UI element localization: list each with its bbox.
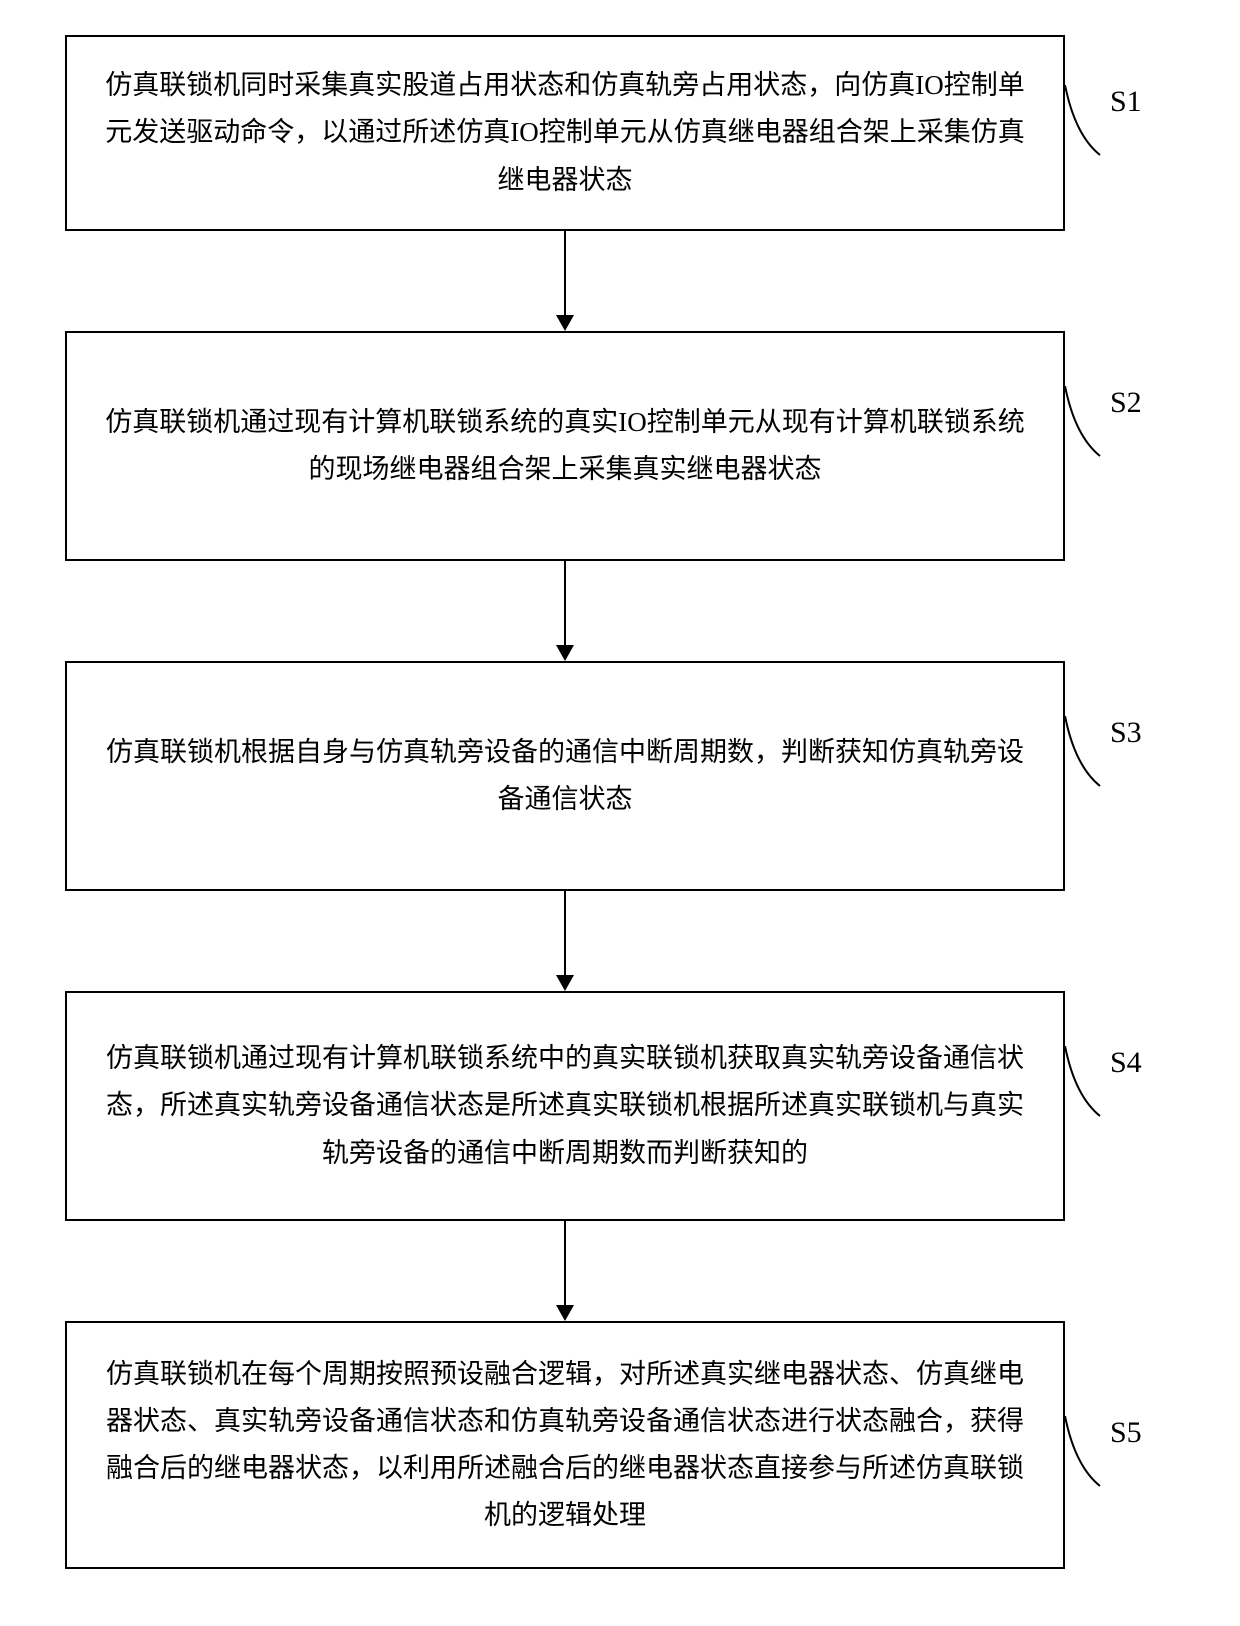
flowchart-container: 仿真联锁机同时采集真实股道占用状态和仿真轨旁占用状态，向仿真IO控制单元发送驱动… <box>65 35 1065 1569</box>
step-text-s4: 仿真联锁机通过现有计算机联锁系统中的真实联锁机获取真实轨旁设备通信状态，所述真实… <box>97 1035 1033 1177</box>
step-label-s2: S2 <box>1110 386 1142 420</box>
step-box-s1: 仿真联锁机同时采集真实股道占用状态和仿真轨旁占用状态，向仿真IO控制单元发送驱动… <box>65 35 1065 231</box>
step-box-s4: 仿真联锁机通过现有计算机联锁系统中的真实联锁机获取真实轨旁设备通信状态，所述真实… <box>65 991 1065 1221</box>
step-box-s2: 仿真联锁机通过现有计算机联锁系统的真实IO控制单元从现有计算机联锁系统的现场继电… <box>65 331 1065 561</box>
step-label-s4: S4 <box>1110 1046 1142 1080</box>
step-text-s3: 仿真联锁机根据自身与仿真轨旁设备的通信中断周期数，判断获知仿真轨旁设备通信状态 <box>97 729 1033 824</box>
step-label-s3: S3 <box>1110 716 1142 750</box>
step-box-s3: 仿真联锁机根据自身与仿真轨旁设备的通信中断周期数，判断获知仿真轨旁设备通信状态 <box>65 661 1065 891</box>
step-label-s1: S1 <box>1110 85 1142 119</box>
arrow-s4-s5 <box>550 1221 580 1321</box>
arrow-s2-s3 <box>550 561 580 661</box>
step-text-s5: 仿真联锁机在每个周期按照预设融合逻辑，对所述真实继电器状态、仿真继电器状态、真实… <box>97 1351 1033 1540</box>
arrow-s1-s2 <box>550 231 580 331</box>
step-box-s5: 仿真联锁机在每个周期按照预设融合逻辑，对所述真实继电器状态、仿真继电器状态、真实… <box>65 1321 1065 1569</box>
step-text-s1: 仿真联锁机同时采集真实股道占用状态和仿真轨旁占用状态，向仿真IO控制单元发送驱动… <box>97 62 1033 204</box>
step-label-s5: S5 <box>1110 1416 1142 1450</box>
step-text-s2: 仿真联锁机通过现有计算机联锁系统的真实IO控制单元从现有计算机联锁系统的现场继电… <box>97 399 1033 494</box>
arrow-s3-s4 <box>550 891 580 991</box>
